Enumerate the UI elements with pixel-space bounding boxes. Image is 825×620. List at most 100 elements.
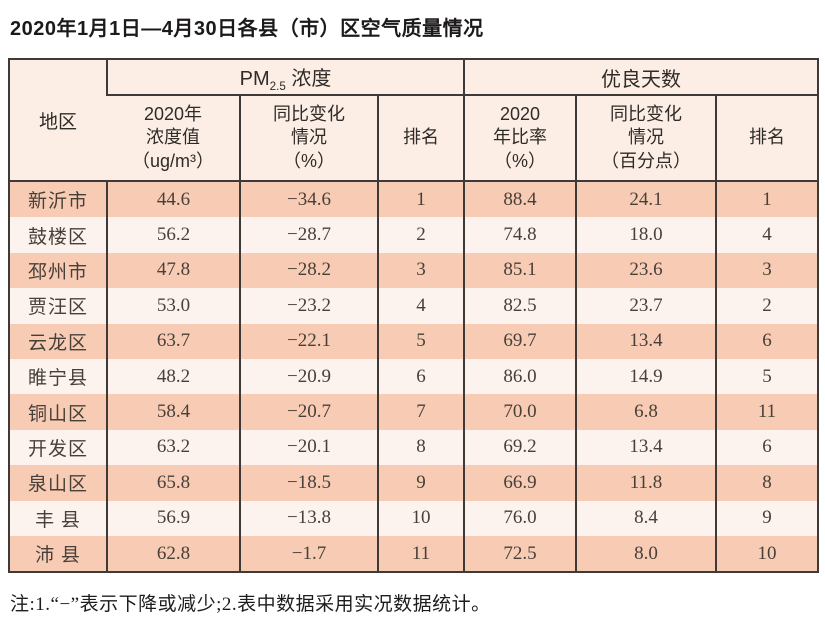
region-cell: 云龙区 — [9, 323, 107, 359]
table-header: 地区 PM2.5 浓度 优良天数 2020年 浓度值 （ug/m³） 同比变化 … — [9, 59, 819, 182]
table-row: 云龙区 63.7 −22.1 5 69.7 13.4 6 — [9, 323, 819, 359]
goodday-change-cell: 8.0 — [575, 535, 716, 573]
pm-change-cell: −22.1 — [239, 323, 378, 359]
goodday-rank-cell: 5 — [714, 358, 819, 395]
pm-rank-cell: 1 — [377, 181, 464, 218]
goodday-rate-cell: 86.0 — [463, 358, 576, 395]
table-row: 鼓楼区 56.2 −28.7 2 74.8 18.0 4 — [9, 217, 819, 253]
region-cell: 铜山区 — [9, 394, 107, 430]
table-row: 丰 县 56.9 −13.8 10 76.0 8.4 9 — [9, 500, 819, 536]
table-body: 新沂市 44.6 −34.6 1 88.4 24.1 1 鼓楼区 56.2 −28.7 2 74.8 1… — [9, 181, 819, 573]
pm-value-cell: 56.9 — [106, 500, 240, 536]
pm-value-cell: 47.8 — [106, 252, 240, 289]
goodday-rate-cell: 85.1 — [463, 252, 576, 289]
goodday-change-cell: 24.1 — [575, 181, 716, 218]
goodday-rank-cell: 10 — [714, 535, 819, 573]
pm-value-cell: 62.8 — [106, 535, 240, 573]
pm-value-cell: 56.2 — [106, 217, 240, 253]
table-row: 开发区 63.2 −20.1 8 69.2 13.4 6 — [9, 429, 819, 466]
pm25-label-prefix: PM — [239, 67, 270, 90]
table-row: 邳州市 47.8 −28.2 3 85.1 23.6 3 — [9, 252, 819, 289]
table-row: 沛 县 62.8 −1.7 11 72.5 8.0 10 — [9, 535, 819, 573]
pm-rank-cell: 7 — [377, 394, 464, 430]
col-header-pm-rank: 排名 — [377, 95, 464, 182]
table-row: 泉山区 65.8 −18.5 9 66.9 11.8 8 — [9, 465, 819, 501]
pm-rank-cell: 2 — [377, 217, 464, 253]
page-title: 2020年1月1日—4月30日各县（市）区空气质量情况 — [10, 18, 484, 40]
col-header-pm-value: 2020年 浓度值 （ug/m³） — [107, 95, 240, 182]
region-cell: 睢宁县 — [9, 358, 107, 395]
pm-value-cell: 53.0 — [106, 288, 240, 324]
pm-value-cell: 48.2 — [106, 358, 240, 395]
goodday-rank-cell: 4 — [714, 217, 819, 253]
region-cell: 开发区 — [9, 429, 107, 466]
pm-change-cell: −23.2 — [239, 288, 378, 324]
region-cell: 沛 县 — [9, 535, 107, 573]
goodday-rank-cell: 8 — [714, 465, 819, 501]
col-header-goodday-change: 同比变化 情况 （百分点） — [575, 95, 716, 182]
col-header-goodday-rate: 2020 年比率 （%） — [463, 95, 576, 182]
goodday-change-cell: 13.4 — [575, 323, 716, 359]
table-row: 贾汪区 53.0 −23.2 4 82.5 23.7 2 — [9, 288, 819, 324]
pm-rank-cell: 11 — [377, 535, 464, 573]
col-group-pm25: PM2.5 浓度 — [106, 59, 464, 96]
pm-rank-cell: 6 — [377, 358, 464, 395]
col-group-good-days: 优良天数 — [462, 59, 819, 96]
region-cell: 贾汪区 — [9, 288, 107, 324]
region-cell: 丰 县 — [9, 500, 107, 536]
pm-value-cell: 44.6 — [106, 181, 240, 218]
pm25-label-suffix: 浓度 — [285, 67, 332, 90]
pm25-label-subscript: 2.5 — [269, 79, 286, 93]
goodday-rate-cell: 76.0 — [463, 500, 576, 536]
goodday-rank-cell: 6 — [714, 429, 819, 466]
air-quality-table: 地区 PM2.5 浓度 优良天数 2020年 浓度值 （ug/m³） 同比变化 … — [8, 58, 820, 574]
table-row: 铜山区 58.4 −20.7 7 70.0 6.8 11 — [9, 394, 819, 430]
goodday-rank-cell: 6 — [714, 323, 819, 359]
pm-rank-cell: 3 — [377, 252, 464, 289]
header-group-row: 地区 PM2.5 浓度 优良天数 — [9, 59, 819, 182]
region-cell: 邳州市 — [9, 252, 107, 289]
pm-rank-cell: 10 — [377, 500, 464, 536]
pm-rank-cell: 5 — [377, 323, 464, 359]
goodday-change-cell: 18.0 — [575, 217, 716, 253]
pm-change-cell: −28.2 — [239, 252, 378, 289]
goodday-rate-cell: 74.8 — [463, 217, 576, 253]
pm-change-cell: −1.7 — [239, 535, 378, 573]
goodday-change-cell: 23.6 — [575, 252, 716, 289]
goodday-rate-cell: 69.7 — [463, 323, 576, 359]
pm-change-cell: −20.1 — [239, 429, 378, 466]
goodday-change-cell: 14.9 — [575, 358, 716, 395]
goodday-rate-cell: 72.5 — [463, 535, 576, 573]
goodday-change-cell: 23.7 — [575, 288, 716, 324]
pm-rank-cell: 4 — [377, 288, 464, 324]
goodday-rate-cell: 88.4 — [463, 181, 576, 218]
table-row: 睢宁县 48.2 −20.9 6 86.0 14.9 5 — [9, 358, 819, 395]
pm-value-cell: 63.2 — [106, 429, 240, 466]
col-header-goodday-rank: 排名 — [714, 95, 819, 182]
goodday-rate-cell: 70.0 — [463, 394, 576, 430]
region-cell: 鼓楼区 — [9, 217, 107, 253]
region-cell: 新沂市 — [9, 181, 107, 218]
footnote: 注:1.“−”表示下降或减少;2.表中数据采用实况数据统计。 — [10, 594, 491, 616]
table-row: 新沂市 44.6 −34.6 1 88.4 24.1 1 — [9, 181, 819, 218]
pm-change-cell: −28.7 — [239, 217, 378, 253]
goodday-rate-cell: 82.5 — [463, 288, 576, 324]
goodday-rank-cell: 3 — [714, 252, 819, 289]
goodday-rank-cell: 1 — [714, 181, 819, 218]
goodday-change-cell: 8.4 — [575, 500, 716, 536]
goodday-rank-cell: 9 — [714, 500, 819, 536]
col-header-region: 地区 — [9, 59, 107, 182]
pm-change-cell: −20.7 — [239, 394, 378, 430]
goodday-rank-cell: 11 — [714, 394, 819, 430]
pm-change-cell: −20.9 — [239, 358, 378, 395]
pm-value-cell: 58.4 — [106, 394, 240, 430]
goodday-rate-cell: 69.2 — [463, 429, 576, 466]
goodday-rank-cell: 2 — [714, 288, 819, 324]
pm-rank-cell: 9 — [377, 465, 464, 501]
header-sub-row: 2020年 浓度值 （ug/m³） 同比变化 情况 （%） 排名 2020 年比… — [9, 95, 819, 182]
pm-rank-cell: 8 — [377, 429, 464, 466]
pm-change-cell: −34.6 — [239, 181, 378, 218]
pm-change-cell: −13.8 — [239, 500, 378, 536]
pm-value-cell: 63.7 — [106, 323, 240, 359]
